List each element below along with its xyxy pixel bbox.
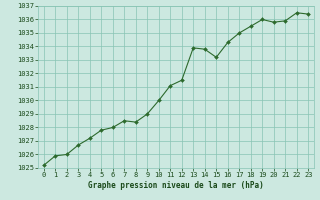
X-axis label: Graphe pression niveau de la mer (hPa): Graphe pression niveau de la mer (hPa): [88, 181, 264, 190]
